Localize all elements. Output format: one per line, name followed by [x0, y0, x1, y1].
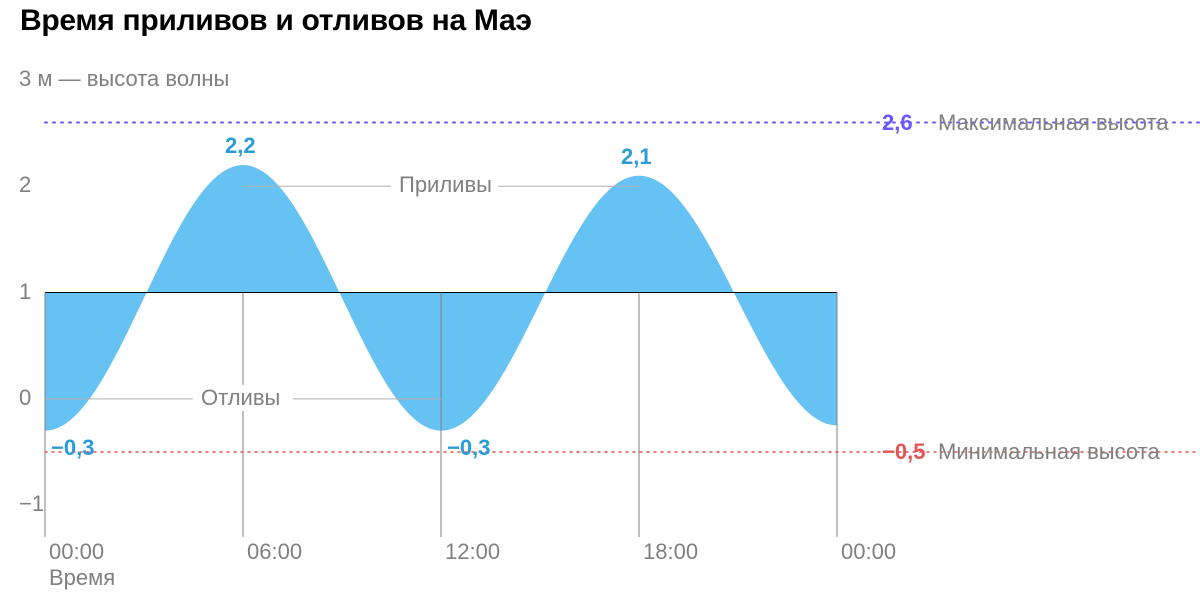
x-axis-label: Время [49, 565, 115, 591]
peak-label: −0,3 [51, 435, 94, 461]
callout-label-low: Отливы [195, 385, 286, 411]
x-tick-label: 18:00 [643, 539, 698, 565]
tide-chart-page: Время приливов и отливов на Маэ Приливы О… [0, 0, 1200, 607]
max-ref-text: Максимальная высота [938, 110, 1169, 136]
callout-label-high: Приливы [393, 172, 498, 198]
x-tick-label: 12:00 [445, 539, 500, 565]
y-tick-label: 0 [19, 385, 31, 411]
min-ref-value: −0,5 [882, 439, 925, 465]
y-tick-label: 3 м — высота волны [19, 66, 229, 92]
chart-title: Время приливов и отливов на Маэ [20, 4, 532, 38]
peak-label: −0,3 [447, 435, 490, 461]
plot-area: ПриливыОтливы2,22,1−0,3−0,3−10123 м — вы… [45, 80, 837, 537]
y-tick-label: 1 [19, 279, 31, 305]
y-tick-label: −1 [19, 491, 44, 517]
x-tick-label: 06:00 [247, 539, 302, 565]
x-tick-label: 00:00 [841, 539, 896, 565]
peak-label: 2,2 [225, 133, 256, 159]
max-ref-value: 2,6 [882, 110, 913, 136]
x-tick-label: 00:00 [49, 539, 104, 565]
min-ref-text: Минимальная высота [938, 439, 1160, 465]
peak-label: 2,1 [621, 144, 652, 170]
y-tick-label: 2 [19, 172, 31, 198]
